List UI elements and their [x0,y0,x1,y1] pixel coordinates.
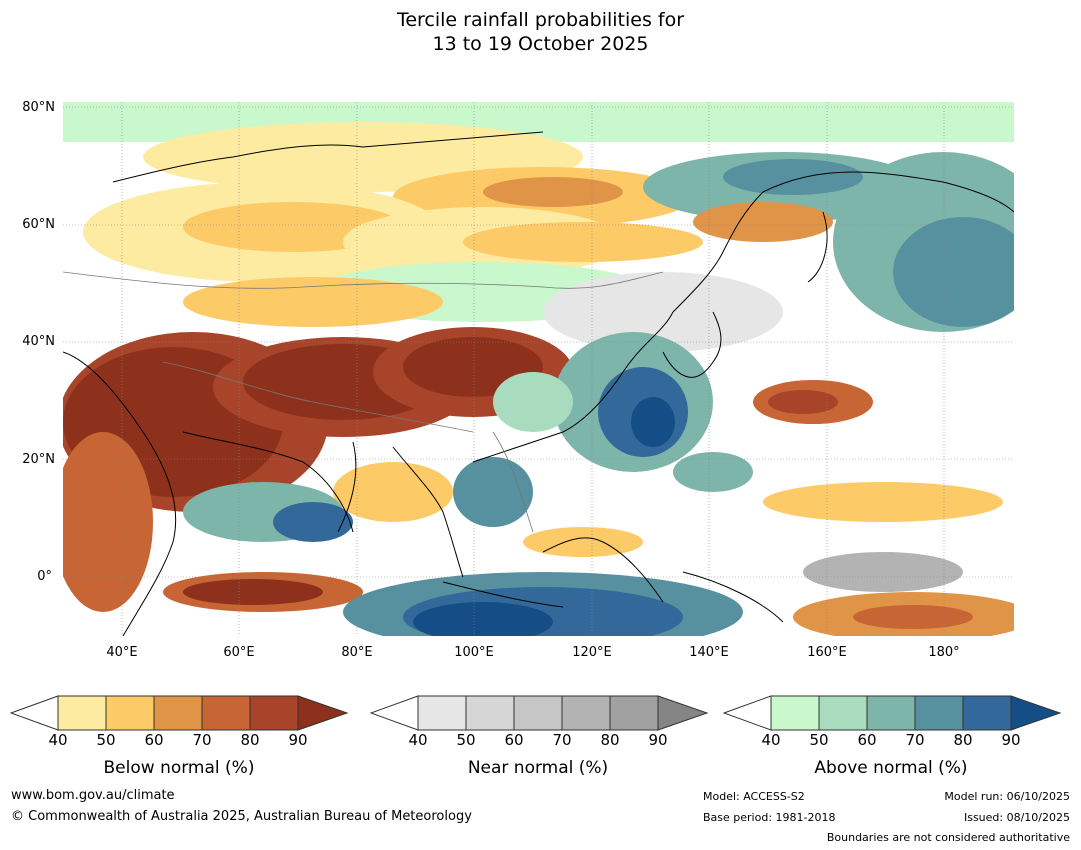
issued-date: Issued: 08/10/2025 [963,811,1070,824]
above-swatch-80-90 [962,695,1012,731]
above-tick-90: 90 [1001,731,1021,749]
above-tick-40: 40 [761,731,781,749]
lon-label-40e: 40°E [106,645,138,660]
model-run-date: Model run: 06/10/2025 [944,790,1070,803]
above-tick-80: 80 [953,731,973,749]
below-tick-40: 40 [48,731,68,749]
above-normal-title: Above normal (%) [814,758,968,778]
near-swatch-70-80 [561,695,611,731]
lat-label-20n: 20°N [22,452,55,467]
below-swatch-70-80 [201,695,251,731]
coastlines [63,131,1014,636]
boundaries [63,271,664,533]
near-swatch-80-90 [609,695,659,731]
map-title: Tercile rainfall probabilities for 13 to… [0,8,1081,56]
above-tick-70: 70 [905,731,925,749]
near-tick-60: 60 [504,731,524,749]
below-tick-60: 60 [144,731,164,749]
below-normal-title: Below normal (%) [103,758,255,778]
near-swatch-50-60 [465,695,515,731]
title-line-1: Tercile rainfall probabilities for [396,9,685,31]
above-swatch-60-70 [866,695,916,731]
probability-fields [63,102,1014,636]
website-link[interactable]: www.bom.gov.au/climate [11,788,175,803]
near-tick-40: 40 [408,731,428,749]
graticule [63,102,1014,636]
above-tick-60: 60 [857,731,877,749]
lon-label-120e: 120°E [572,645,612,660]
below-swatch-60-70 [153,695,203,731]
near-swatch-60-70 [513,695,563,731]
near-tick-90: 90 [648,731,668,749]
below-tick-80: 80 [240,731,260,749]
near-tick-50: 50 [456,731,476,749]
below-tick-70: 70 [192,731,212,749]
lat-label-0: 0° [37,569,52,584]
lat-label-80n: 80°N [22,100,55,115]
below-swatch-80-90 [249,695,299,731]
lon-label-180: 180° [928,645,960,660]
lon-label-60e: 60°E [223,645,255,660]
title-line-2: 13 to 19 October 2025 [432,33,649,55]
lon-label-160e: 160°E [807,645,847,660]
below-swatch-40-50 [57,695,107,731]
model-name: Model: ACCESS-S2 [703,790,805,803]
below-swatch-50-60 [105,695,155,731]
above-swatch-40-50 [770,695,820,731]
near-swatch-40-50 [417,695,467,731]
near-normal-colorbar [370,695,709,731]
lon-label-80e: 80°E [341,645,373,660]
near-tick-70: 70 [552,731,572,749]
below-tick-50: 50 [96,731,116,749]
above-tick-50: 50 [809,731,829,749]
base-period: Base period: 1981-2018 [703,811,836,824]
lon-label-100e: 100°E [454,645,494,660]
lat-label-60n: 60°N [22,217,55,232]
map-canvas [63,102,1014,636]
below-normal-colorbar [10,695,349,731]
rainfall-probability-map [63,102,1014,636]
copyright-text: © Commonwealth of Australia 2025, Austra… [11,809,472,824]
lon-label-140e: 140°E [689,645,729,660]
lat-label-40n: 40°N [22,334,55,349]
above-swatch-50-60 [818,695,868,731]
below-tick-90: 90 [288,731,308,749]
above-swatch-70-80 [914,695,964,731]
above-normal-colorbar [723,695,1062,731]
near-normal-title: Near normal (%) [467,758,609,778]
boundaries-disclaimer: Boundaries are not considered authoritat… [826,831,1070,844]
near-tick-80: 80 [600,731,620,749]
